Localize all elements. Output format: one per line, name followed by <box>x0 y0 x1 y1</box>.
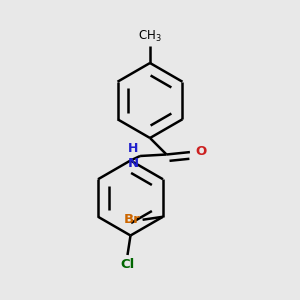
Text: Cl: Cl <box>120 258 135 271</box>
Text: Br: Br <box>123 213 140 226</box>
Text: O: O <box>195 145 207 158</box>
Text: N: N <box>128 157 139 170</box>
Text: CH$_3$: CH$_3$ <box>138 29 162 44</box>
Text: H: H <box>128 142 139 155</box>
